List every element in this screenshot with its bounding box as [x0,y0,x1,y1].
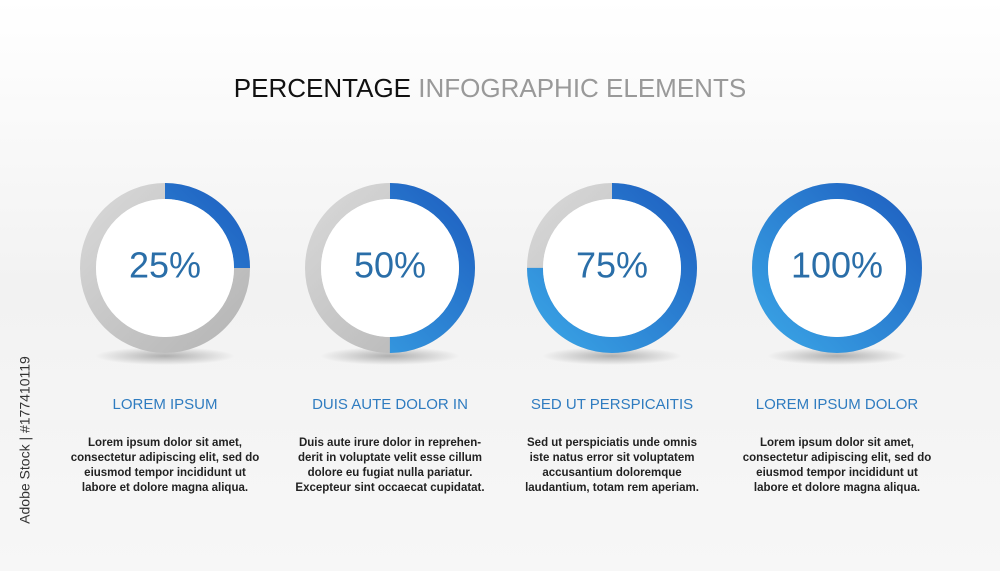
item-text: labore et dolore magna aliqua. [82,482,248,494]
ring-arc [80,183,250,353]
ring-shadow [542,347,682,365]
ring-arc [527,183,697,353]
item-text: eiusmod tempor incididunt ut [756,467,918,479]
ring-inner [321,199,459,337]
item-heading: SED UT PERSPICAITIS [531,396,693,413]
item-text: labore et dolore magna aliqua. [754,482,920,494]
percent-label: 50% [354,245,426,286]
ring-arc [305,183,475,353]
item-text: consectetur adipiscing elit, sed do [743,452,932,464]
ring-inner [768,199,906,337]
ring-shadow [320,347,460,365]
percent-label: 25% [129,245,201,286]
item-text: Lorem ipsum dolor sit amet, [88,437,242,449]
ring-inner [96,199,234,337]
ring-shadow [95,347,235,365]
item-text: Sed ut perspiciatis unde omnis [527,437,697,449]
title-light: INFOGRAPHIC ELEMENTS [418,73,746,103]
item-text: iste natus error sit voluptatem [530,452,695,464]
item-text: eiusmod tempor incididunt ut [84,467,246,479]
percent-label: 100% [791,245,883,286]
item-text: Duis aute irure dolor in reprehen- [299,437,481,449]
ring-arc [752,183,922,353]
item-text: derit in voluptate velit esse cillum [298,452,482,464]
item-heading: LOREM IPSUM DOLOR [756,396,919,413]
ring-shadow [767,347,907,365]
item-text: Lorem ipsum dolor sit amet, [760,437,914,449]
item-text: consectetur adipiscing elit, sed do [71,452,260,464]
watermark: Adobe Stock | #177410119 [17,356,33,524]
ring-inner [543,199,681,337]
item-heading: DUIS AUTE DOLOR IN [312,396,468,413]
item-heading: LOREM IPSUM [112,396,217,413]
item-text: laudantium, totam rem aperiam. [525,482,699,494]
title-dark: PERCENTAGE [234,73,411,103]
percent-label: 75% [576,245,648,286]
title: PERCENTAGE INFOGRAPHIC ELEMENTS [234,73,746,103]
item-text: Excepteur sint occaecat cupidatat. [295,482,484,494]
item-text: dolore eu fugiat nulla pariatur. [308,467,473,479]
item-text: accusantium doloremque [542,467,681,479]
